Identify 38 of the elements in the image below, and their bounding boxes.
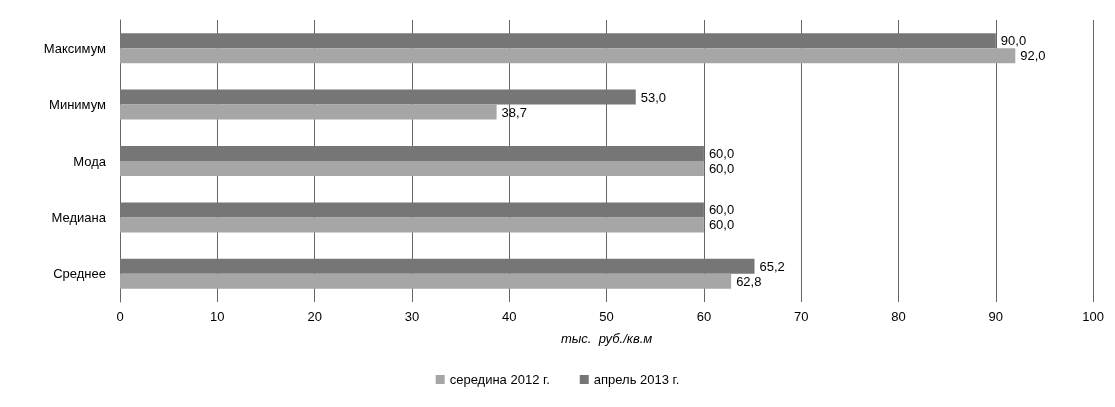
bar [120, 202, 704, 218]
x-axis-title: тыс. руб./кв.м [560, 331, 653, 346]
data-label: 65,2 [759, 258, 785, 274]
x-tick-label: 0 [116, 309, 124, 324]
bar [120, 33, 996, 49]
bar [120, 258, 755, 274]
bar [120, 217, 704, 233]
x-tick-label: 10 [210, 309, 225, 324]
y-tick-label: Мода [73, 153, 107, 169]
x-tick-label: 90 [988, 309, 1004, 324]
x-tick-label: 50 [599, 309, 614, 324]
data-label: 60,0 [708, 161, 735, 176]
data-label: 90,0 [1000, 33, 1027, 49]
x-tick-label: 60 [696, 309, 712, 324]
bar [120, 161, 704, 176]
data-label: 60,0 [708, 202, 735, 218]
x-tick-label: 100 [1082, 309, 1105, 324]
data-label: 60,0 [708, 146, 735, 161]
x-tick-label: 40 [502, 309, 517, 324]
data-label: 53,0 [640, 89, 667, 105]
bar [120, 89, 636, 105]
bar [120, 104, 497, 120]
data-label: 60,0 [708, 217, 735, 233]
x-tick-label: 80 [891, 309, 906, 324]
bar [120, 48, 1016, 64]
legend-label: середина 2012 г. [449, 372, 550, 387]
x-tick-label: 70 [793, 309, 809, 324]
y-tick-label: Среднее [53, 266, 106, 282]
x-tick-label: 30 [404, 309, 420, 324]
y-tick-label: Минимум [49, 97, 107, 113]
data-label: 62,8 [736, 273, 762, 289]
x-tick-label: 20 [307, 309, 322, 324]
data-label: 92,0 [1020, 48, 1046, 64]
y-tick-label: Максимум [43, 40, 107, 56]
legend-label: апрель 2013 г. [593, 372, 680, 387]
bar [120, 146, 704, 161]
bar [120, 273, 732, 289]
y-tick-label: Медиана [51, 209, 107, 225]
